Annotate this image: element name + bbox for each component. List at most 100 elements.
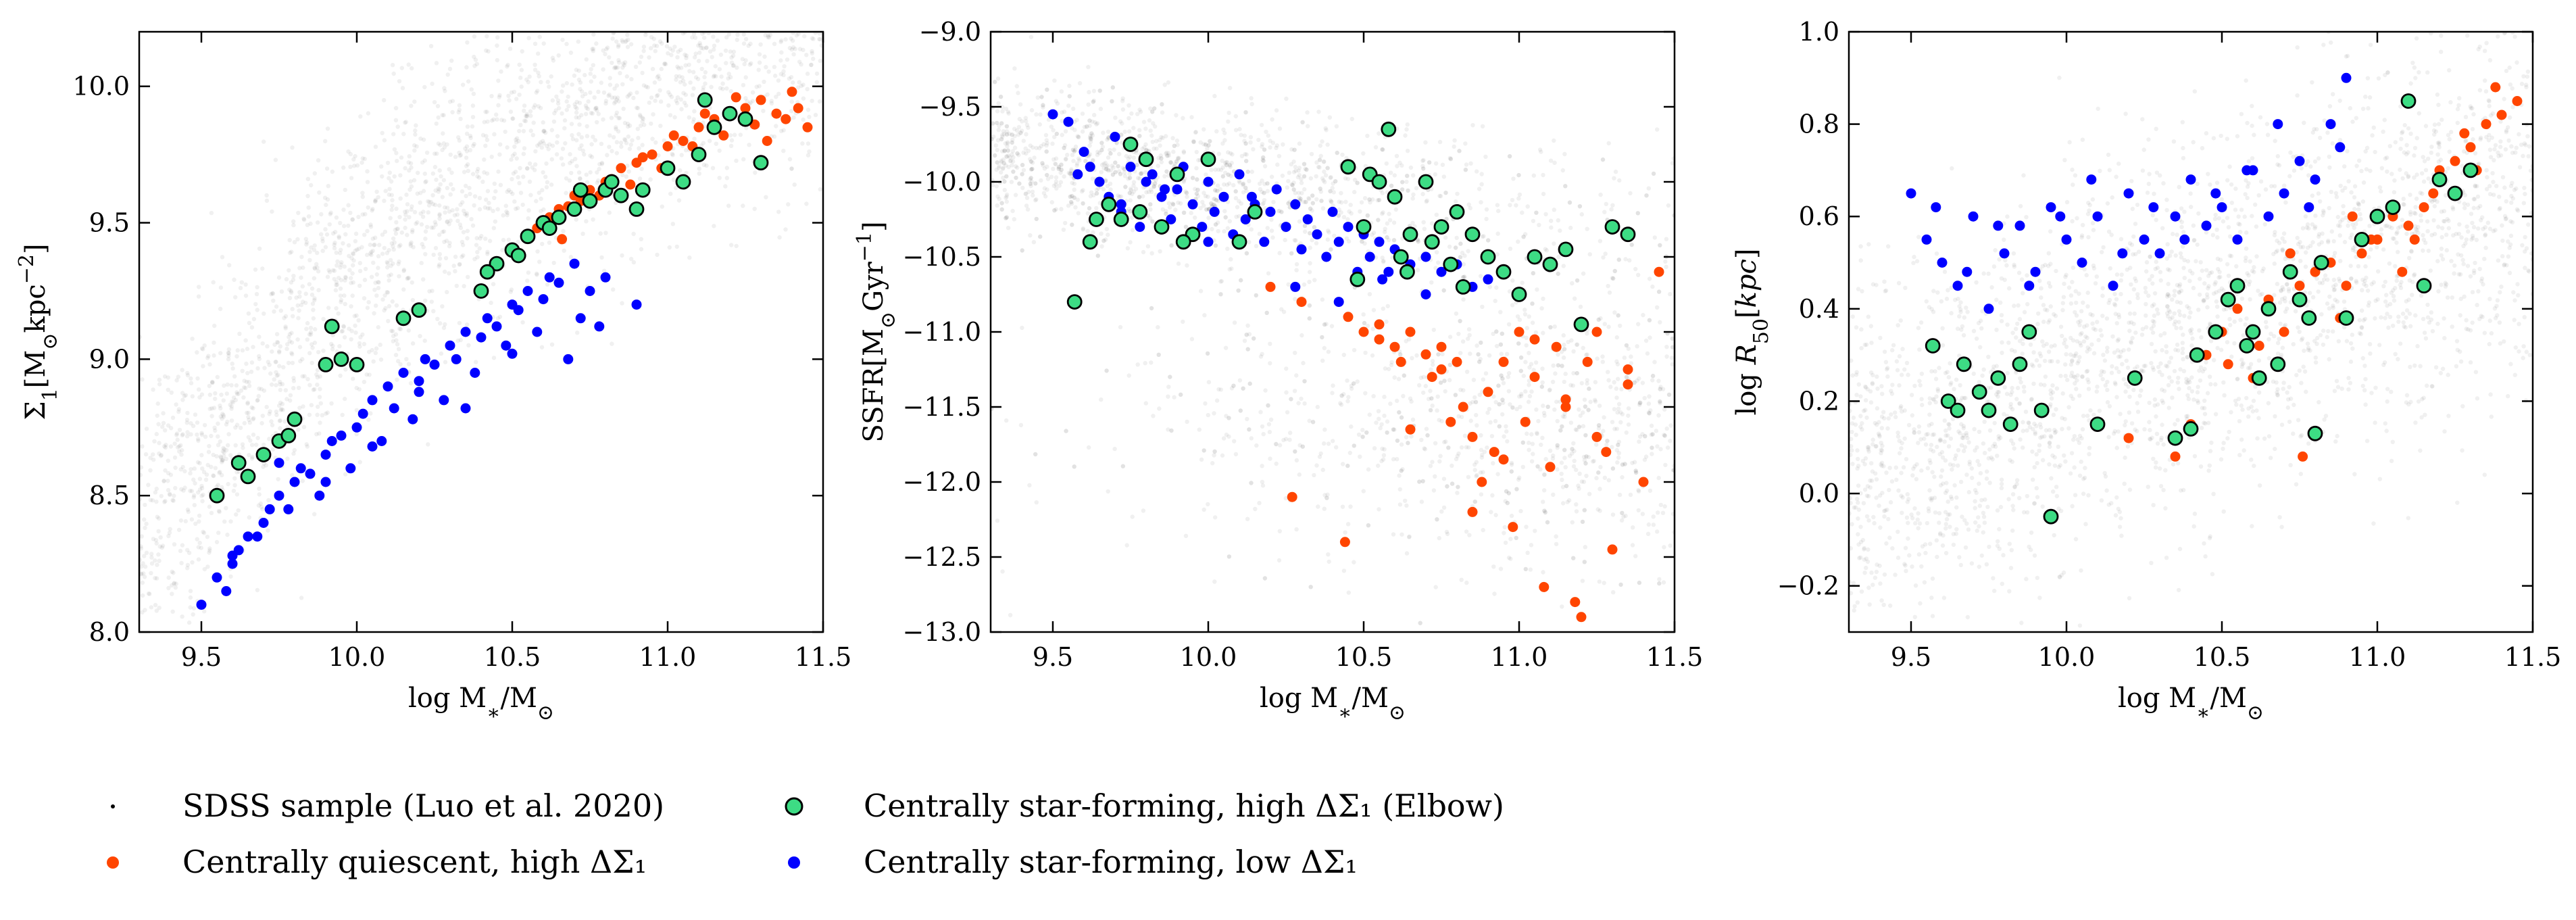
sdss-background-point	[216, 483, 220, 487]
sdss-background-point	[1110, 172, 1116, 177]
sdss-background-point	[1249, 227, 1254, 232]
sdss-background-point	[1486, 238, 1491, 243]
sdss-background-point	[537, 34, 542, 39]
sdss-background-point	[620, 39, 625, 45]
sdss-background-point	[1213, 222, 1218, 227]
sdss-background-point	[1494, 343, 1500, 349]
sdss-background-point	[181, 488, 186, 493]
sdss-background-point	[1070, 180, 1074, 185]
sdss-background-point	[282, 419, 287, 424]
sdss-background-point	[1191, 139, 1196, 145]
sdss-background-point	[462, 170, 467, 174]
sdss-background-point	[577, 146, 583, 151]
sdss-background-point	[377, 243, 382, 247]
sdss-background-point	[257, 356, 262, 362]
sdss-background-point	[714, 74, 718, 79]
sdss-background-point	[1264, 129, 1268, 135]
sdss-background-point	[621, 106, 626, 112]
sdss-background-point	[566, 94, 570, 99]
sdss-background-point	[505, 64, 510, 69]
sdss-background-point	[1270, 117, 1274, 122]
sdss-background-point	[1226, 172, 1231, 177]
sdss-background-point	[1189, 337, 1195, 341]
sdss-background-point	[454, 283, 459, 289]
sdss-background-point	[441, 113, 446, 118]
sdss-background-point	[1330, 186, 1335, 191]
sdss-background-point	[591, 47, 596, 51]
sdss-background-point	[308, 325, 314, 331]
sdss-background-point	[662, 138, 666, 143]
sdss-background-point	[166, 479, 170, 483]
sdss-background-point	[297, 290, 302, 295]
sdss-background-point	[1581, 345, 1585, 350]
sdss-background-point	[1529, 432, 1534, 437]
sdss-background-point	[1184, 191, 1189, 195]
sdss-background-point	[409, 208, 414, 212]
sdss-background-point	[509, 157, 514, 162]
sdss-background-point	[299, 302, 304, 308]
sdss-background-point	[1516, 172, 1521, 178]
sdss-background-point	[433, 245, 439, 251]
sdss-background-point	[1623, 257, 1628, 262]
sdss-background-point	[1626, 422, 1631, 427]
sdss-background-point	[155, 562, 159, 567]
sdss-background-point	[1237, 378, 1243, 383]
sdss-background-point	[1068, 199, 1074, 205]
sdss-background-point	[1324, 495, 1329, 500]
sdss-background-point	[257, 246, 262, 251]
sdss-background-point	[1160, 207, 1166, 212]
sdss-background-point	[1632, 380, 1637, 385]
sdss-background-point	[1049, 124, 1054, 129]
sdss-background-point	[1631, 525, 1635, 530]
sdss-background-point	[1172, 395, 1176, 400]
sdss-background-point	[1442, 439, 1447, 445]
sdss-background-point	[1472, 395, 1477, 400]
sdss-background-point	[246, 410, 251, 415]
sdss-background-point	[1662, 433, 1666, 437]
elbow-point	[613, 187, 629, 203]
sdss-background-point	[1017, 181, 1022, 186]
sdss-background-point	[1001, 161, 1006, 166]
sdss-background-point	[350, 293, 355, 298]
sdss-background-point	[146, 483, 151, 487]
sdss-background-point	[1247, 178, 1252, 184]
sdss-background-point	[1477, 360, 1482, 364]
sdss-background-point	[1536, 418, 1541, 424]
sdss-background-point	[1099, 231, 1104, 236]
sdss-background-point	[1183, 533, 1189, 538]
sdss-background-point	[1381, 260, 1386, 264]
sdss-background-point	[1116, 164, 1120, 169]
sdss-background-point	[264, 463, 268, 468]
sdss-background-point	[291, 386, 296, 391]
sdss-background-point	[1385, 304, 1390, 309]
sdss-background-point	[1407, 534, 1412, 539]
sdss-background-point	[1593, 397, 1597, 402]
sdss-background-point	[1067, 83, 1072, 89]
sdss-background-point	[1072, 181, 1077, 186]
sdss-background-point	[300, 374, 305, 379]
sdss-background-point	[1308, 585, 1313, 589]
sdss-background-point	[217, 510, 222, 514]
quiescent-high-point	[1467, 431, 1478, 442]
sdss-background-point	[1162, 174, 1167, 178]
sdss-background-point	[1552, 241, 1556, 246]
elbow-point	[230, 455, 247, 471]
sdss-background-point	[1244, 251, 1249, 256]
sdss-background-point	[616, 99, 621, 104]
sdss-background-point	[307, 332, 312, 337]
sdss-background-point	[1293, 350, 1297, 356]
sdss-background-point	[778, 72, 784, 76]
sdss-background-point	[1531, 452, 1535, 456]
sdss-background-point	[1636, 322, 1641, 326]
sdss-background-point	[523, 119, 528, 124]
sdss-background-point	[308, 221, 313, 226]
sdss-background-point	[1312, 225, 1317, 230]
sdss-background-point	[743, 75, 748, 80]
sdss-background-point	[1072, 149, 1077, 153]
sdss-background-point	[1658, 385, 1663, 389]
sdss-background-point	[1595, 507, 1600, 512]
sdss-background-point	[1569, 338, 1574, 343]
sdss-background-point	[1291, 187, 1296, 192]
sdss-background-point	[1243, 141, 1248, 146]
sdss-background-point	[397, 214, 402, 220]
